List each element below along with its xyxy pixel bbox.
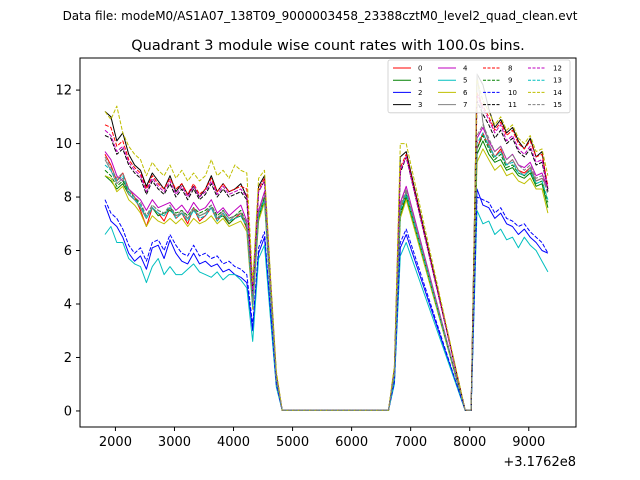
y-tick-label: 10 [55, 137, 72, 152]
series-line-2 [104, 188, 549, 411]
series-line-14 [104, 78, 549, 411]
legend-label-6: 6 [463, 89, 468, 97]
x-tick-label: 6000 [335, 435, 368, 450]
legend-label-4: 4 [463, 65, 468, 73]
legend-label-0: 0 [418, 65, 422, 73]
legend-label-5: 5 [463, 77, 467, 85]
x-offset-label: +3.1762e8 [503, 455, 576, 470]
series-line-15 [104, 124, 549, 411]
series-line-13 [104, 132, 549, 411]
legend-box [387, 59, 571, 114]
series-line-12 [104, 94, 549, 411]
legend-label-1: 1 [418, 77, 422, 85]
plot-frame [79, 57, 577, 428]
y-tick-label: 12 [55, 84, 72, 99]
series-line-8 [104, 92, 549, 411]
chart-title: Quadrant 3 module wise count rates with … [131, 38, 525, 54]
legend-label-10: 10 [508, 89, 517, 97]
x-axis: 2000 3000 4000 5000 6000 7000 8000 9000 [99, 427, 545, 450]
legend-label-11: 11 [508, 101, 517, 109]
x-tick-label: 8000 [453, 435, 486, 450]
legend-label-15: 15 [553, 101, 562, 109]
x-tick-label: 4000 [217, 435, 250, 450]
legend-label-14: 14 [553, 89, 562, 97]
legend-label-8: 8 [508, 65, 512, 73]
y-tick-label: 6 [64, 244, 72, 259]
legend-label-2: 2 [418, 89, 422, 97]
x-tick-label: 7000 [394, 435, 427, 450]
legend-label-12: 12 [553, 65, 562, 73]
legend-label-3: 3 [418, 101, 422, 109]
legend-label-9: 9 [508, 77, 512, 85]
series-group [104, 73, 549, 411]
x-tick-label: 3000 [158, 435, 191, 450]
x-tick-label: 9000 [512, 435, 545, 450]
y-axis: 0 2 4 6 8 10 12 [55, 84, 80, 419]
series-line-5 [104, 209, 549, 411]
x-tick-label: 2000 [99, 435, 132, 450]
y-tick-label: 0 [64, 404, 72, 419]
x-tick-label: 5000 [276, 435, 309, 450]
y-tick-label: 2 [64, 351, 72, 366]
legend-label-13: 13 [553, 77, 562, 85]
file-label: Data file: modeM0/AS1A07_138T09_90000034… [63, 9, 578, 23]
series-line-11 [104, 100, 549, 411]
y-tick-label: 8 [64, 191, 72, 206]
plot-area: 2000 3000 4000 5000 6000 7000 8000 9000 0246810… [55, 57, 577, 450]
legend-label-7: 7 [463, 101, 467, 109]
y-tick-label: 4 [64, 298, 72, 313]
